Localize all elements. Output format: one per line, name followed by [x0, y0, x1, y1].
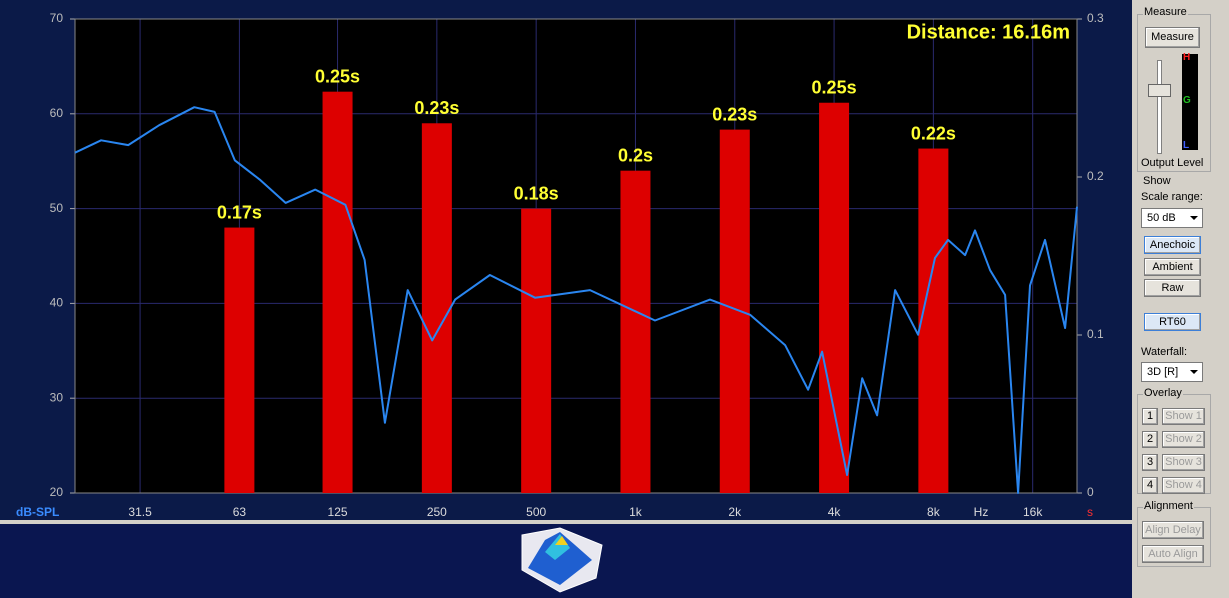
rt60-bar — [819, 102, 850, 494]
x-tick-label: 1k — [629, 505, 643, 519]
output-slider[interactable] — [1148, 84, 1171, 97]
bar-value-label: 0.18s — [514, 183, 559, 203]
measure-button[interactable]: Measure — [1145, 27, 1200, 48]
overlay-show-button[interactable]: Show 2 — [1162, 431, 1205, 448]
y-tick-label: 50 — [50, 201, 64, 215]
overlay-number[interactable]: 1 — [1142, 408, 1158, 425]
y-tick-label: 70 — [50, 11, 64, 25]
overlay-show-button[interactable]: Show 1 — [1162, 408, 1205, 425]
rt60-bar — [521, 208, 552, 493]
plot-border — [74, 18, 1078, 494]
y2-tick-label: 0.1 — [1087, 327, 1104, 341]
waterfall-thumbnail[interactable] — [521, 527, 603, 593]
x-tick-label: 8k — [927, 505, 941, 519]
x-tick-label: 2k — [728, 505, 742, 519]
meter-label: G — [1183, 95, 1191, 106]
align-delay-button[interactable]: Align Delay — [1142, 521, 1204, 539]
group-label: Alignment — [1143, 500, 1194, 512]
anechoic-button[interactable]: Anechoic — [1144, 236, 1201, 254]
waterfall-label: Waterfall: — [1141, 346, 1188, 358]
rt60-bar — [224, 227, 255, 493]
y2-tick-label: 0.3 — [1087, 11, 1104, 25]
response-curve — [74, 106, 1078, 494]
meter-label: H — [1183, 52, 1191, 63]
bar-value-label: 0.23s — [414, 98, 459, 118]
bar-value-label: 0.23s — [712, 104, 757, 124]
x-tick-label: 31.5 — [128, 505, 152, 519]
x-tick-label: 125 — [328, 505, 348, 519]
y-tick-label: 40 — [50, 296, 64, 310]
output-level-label: Output Level — [1141, 157, 1204, 169]
rt60-bar — [918, 148, 949, 493]
rt60-bar — [620, 170, 651, 493]
overlay-number[interactable]: 2 — [1142, 431, 1158, 448]
scale-range-label: Scale range: — [1141, 191, 1203, 203]
x-tick-label: 16k — [1023, 505, 1043, 519]
level-meter — [1182, 54, 1198, 150]
rt60-bar — [719, 129, 750, 493]
x-tick-label: 500 — [526, 505, 546, 519]
overlay-show-button[interactable]: Show 3 — [1162, 454, 1205, 471]
x-tick-label: 4k — [828, 505, 842, 519]
bar-value-label: 0.2s — [618, 145, 653, 165]
y2-axis-label: s — [1087, 505, 1093, 519]
slider-track — [1157, 60, 1162, 154]
group-label: Overlay — [1143, 387, 1183, 399]
x-tick-label: 63 — [233, 505, 247, 519]
ambient-button[interactable]: Ambient — [1144, 258, 1201, 276]
overlay-number[interactable]: 3 — [1142, 454, 1158, 471]
overlay-show-button[interactable]: Show 4 — [1162, 477, 1205, 494]
y2-tick-label: 0 — [1087, 485, 1094, 499]
bar-value-label: 0.25s — [812, 77, 857, 97]
y-axis-label: dB-SPL — [16, 505, 59, 519]
y-tick-label: 20 — [50, 485, 64, 499]
auto-align-button[interactable]: Auto Align — [1142, 545, 1204, 563]
x-axis-label: Hz — [974, 505, 989, 519]
rt60-button[interactable]: RT60 — [1144, 313, 1201, 331]
y-tick-label: 60 — [50, 106, 64, 120]
group-label: Measure — [1143, 6, 1188, 18]
bar-value-label: 0.17s — [217, 202, 262, 222]
bar-value-label: 0.25s — [315, 66, 360, 86]
meter-label: L — [1183, 140, 1190, 151]
group-label: Show — [1143, 175, 1171, 187]
rt60-bar — [421, 123, 452, 493]
rt60-bar — [322, 91, 353, 494]
bar-value-label: 0.22s — [911, 123, 956, 143]
overlay-number[interactable]: 4 — [1142, 477, 1158, 494]
chart: dB-SPL Hz s 20 30 40 50 60 70 0 0.1 0.2 0.3 31.5 63… — [0, 0, 1132, 598]
annotation: Distance: 16.16m — [907, 21, 1070, 43]
raw-button[interactable]: Raw — [1144, 279, 1201, 297]
x-tick-label: 250 — [427, 505, 447, 519]
waterfall-select[interactable]: 3D [R] — [1141, 362, 1203, 382]
y2-tick-label: 0.2 — [1087, 169, 1104, 183]
scale-range-select[interactable]: 50 dB — [1141, 208, 1203, 228]
y-tick-label: 30 — [50, 390, 64, 404]
